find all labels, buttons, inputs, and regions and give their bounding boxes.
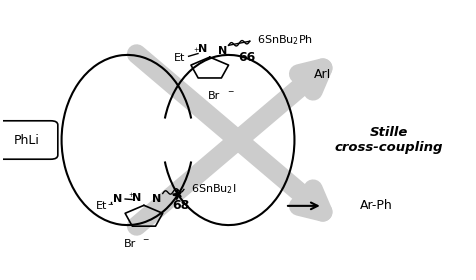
Text: 6SnBu$_2$I: 6SnBu$_2$I — [191, 183, 237, 196]
Text: N: N — [198, 45, 208, 54]
Text: $^+$: $^+$ — [127, 193, 135, 203]
Text: Br: Br — [124, 239, 136, 249]
Text: N: N — [152, 194, 162, 204]
Text: Et: Et — [174, 53, 185, 63]
Text: $^+$: $^+$ — [192, 47, 201, 57]
Text: 6SnBu$_2$Ph: 6SnBu$_2$Ph — [257, 33, 313, 47]
Text: Br: Br — [208, 91, 220, 101]
Text: PhLi: PhLi — [13, 134, 39, 146]
Text: $^{-}$: $^{-}$ — [227, 89, 235, 99]
Text: N: N — [218, 46, 228, 56]
Text: N: N — [113, 194, 123, 204]
FancyBboxPatch shape — [0, 121, 58, 159]
Text: –: – — [107, 199, 113, 209]
Text: N: N — [132, 193, 141, 203]
Text: ArI: ArI — [314, 68, 331, 81]
Text: Ar-Ph: Ar-Ph — [360, 199, 393, 212]
Text: Et: Et — [96, 201, 107, 211]
Text: 66: 66 — [238, 51, 255, 64]
Text: 68: 68 — [172, 199, 189, 212]
Text: $^{-}$: $^{-}$ — [142, 237, 150, 247]
Text: Stille
cross-coupling: Stille cross-coupling — [334, 126, 443, 154]
